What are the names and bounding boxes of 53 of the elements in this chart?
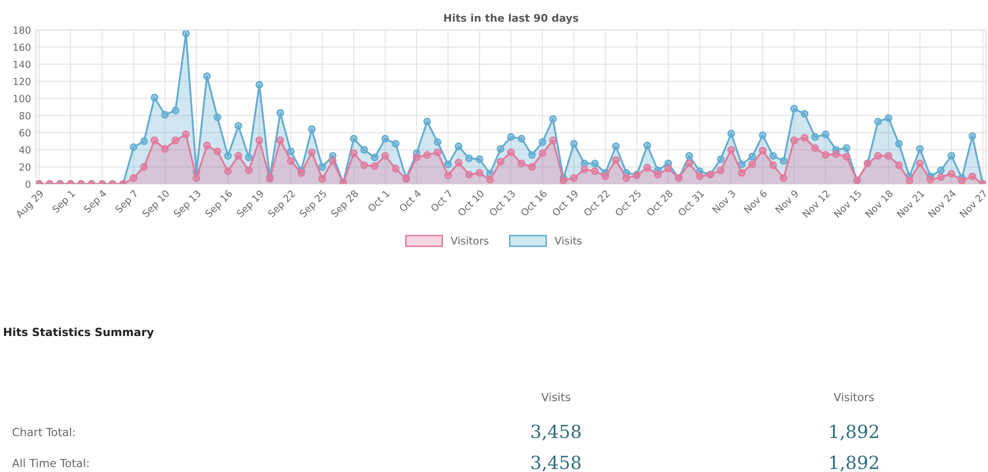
x-tick-label: Sep 10 bbox=[142, 189, 172, 219]
x-tick-label: Oct 19 bbox=[552, 189, 579, 217]
text: 3,458 bbox=[532, 424, 581, 440]
x-tick-label: Oct 25 bbox=[614, 190, 642, 217]
y-tick-label: 60 bbox=[19, 129, 30, 136]
x-tick-label: Sep 28 bbox=[330, 189, 360, 219]
y-tick-label: 40 bbox=[19, 146, 30, 154]
text: 3,458 bbox=[532, 456, 581, 472]
x-tick-label: Sep 13 bbox=[173, 190, 203, 219]
x-tick-label: Oct 13 bbox=[488, 190, 516, 217]
y-tick-label: 160 bbox=[14, 44, 30, 51]
x-tick-label: Nov 12 bbox=[802, 190, 830, 218]
x-tick-label: Nov 15 bbox=[834, 190, 862, 218]
x-tick-label: Nov 21 bbox=[896, 190, 925, 218]
y-tick-label: 0 bbox=[26, 180, 30, 188]
y-tick-label: 140 bbox=[14, 60, 30, 68]
y-tick-label: 100 bbox=[14, 94, 30, 102]
text: Chart Total: bbox=[12, 428, 74, 436]
x-tick-label: Oct 1 bbox=[367, 190, 390, 212]
x-tick-label: Oct 22 bbox=[583, 190, 610, 217]
x-tick-label: Oct 31 bbox=[677, 190, 704, 217]
x-tick-label: Sep 4 bbox=[83, 189, 108, 215]
legend-label: Visits bbox=[554, 236, 582, 245]
x-tick-label: Aug 29 bbox=[14, 189, 46, 220]
x-tick-label: Nov 27 bbox=[959, 190, 988, 218]
x-tick-label: Sep 19 bbox=[236, 189, 266, 219]
text: 1,892 bbox=[830, 424, 878, 440]
text: Hits Statistics Summary bbox=[4, 328, 154, 338]
x-tick-label: Sep 25 bbox=[298, 190, 328, 219]
x-tick-label: Oct 10 bbox=[457, 189, 484, 217]
x-tick-label: Nov 9 bbox=[774, 189, 799, 214]
y-tick-label: 120 bbox=[14, 78, 30, 86]
chart-title: Hits in the last 90 days bbox=[444, 14, 578, 24]
x-tick-label: Oct 7 bbox=[430, 190, 453, 212]
x-tick-label: Oct 16 bbox=[520, 189, 548, 217]
text: Visits bbox=[541, 392, 570, 402]
text: 1,892 bbox=[830, 456, 878, 472]
x-tick-label: Nov 24 bbox=[928, 189, 956, 218]
y-tick-label: 20 bbox=[19, 163, 30, 171]
x-tick-label: Nov 18 bbox=[864, 189, 894, 218]
y-tick-label: 80 bbox=[19, 112, 30, 120]
legend-label: Visitors bbox=[450, 236, 488, 245]
text: Visitors bbox=[834, 392, 874, 402]
text: All Time Total: bbox=[12, 458, 88, 468]
x-tick-label: Oct 28 bbox=[646, 189, 674, 217]
y-tick-label: 180 bbox=[14, 26, 30, 34]
x-tick-label: Sep 16 bbox=[204, 189, 234, 219]
x-tick-label: Nov 6 bbox=[743, 189, 768, 214]
x-tick-label: Sep 22 bbox=[267, 190, 297, 219]
x-tick-label: Nov 3 bbox=[712, 190, 736, 214]
x-tick-label: Oct 4 bbox=[398, 189, 422, 212]
x-tick-label: Sep 7 bbox=[114, 190, 140, 215]
x-tick-label: Sep 1 bbox=[52, 190, 77, 215]
